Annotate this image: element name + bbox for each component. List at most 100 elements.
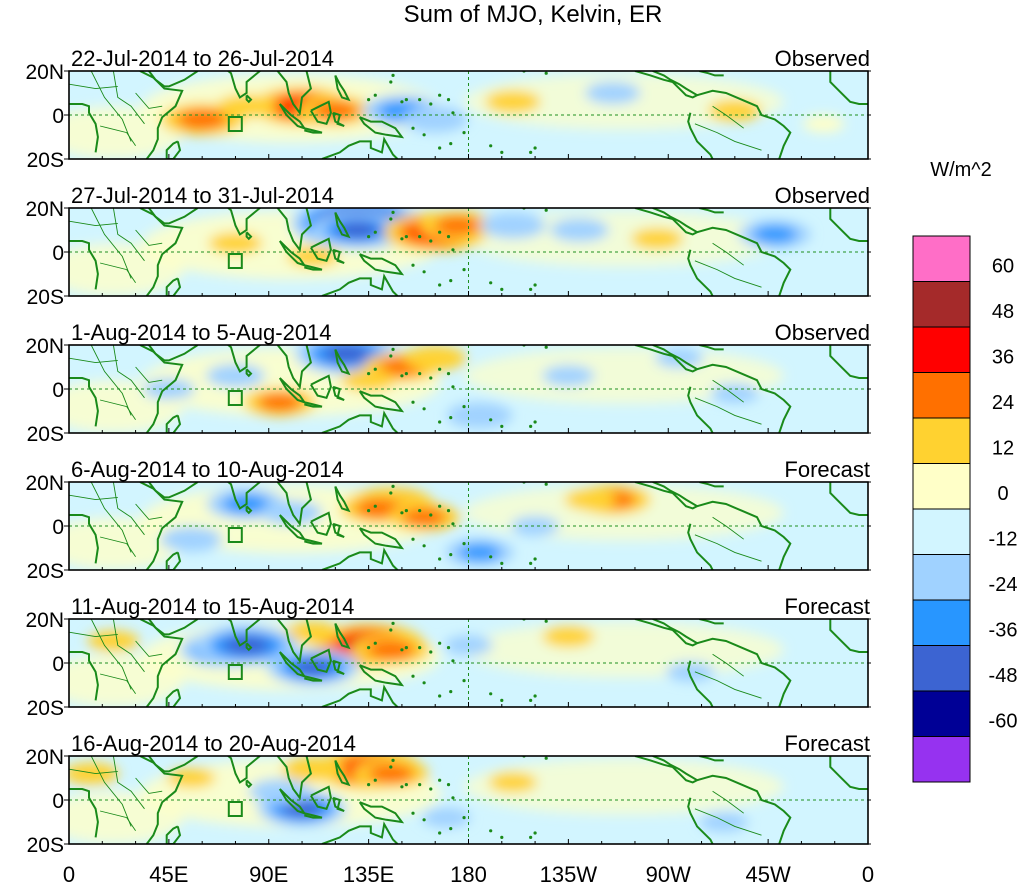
coastline <box>334 485 351 513</box>
island <box>489 144 493 148</box>
coastline <box>321 136 399 159</box>
island <box>462 405 466 409</box>
coastline <box>304 675 323 682</box>
island <box>462 816 466 820</box>
coastline <box>304 127 323 134</box>
y-tick-label: 0 <box>52 790 64 813</box>
island <box>404 646 408 650</box>
coastline <box>687 112 714 159</box>
island <box>418 783 422 787</box>
island <box>449 142 453 146</box>
y-tick-label: 0 <box>52 653 64 676</box>
data-blob-9 <box>422 807 471 828</box>
index-box <box>227 527 243 543</box>
country-border <box>99 125 136 147</box>
data-blob-9 <box>708 99 762 122</box>
data-blob-10 <box>510 516 560 536</box>
island <box>438 641 442 645</box>
coastline <box>276 756 313 801</box>
coastline <box>321 821 399 844</box>
coastline <box>699 482 724 488</box>
coastline <box>634 756 700 784</box>
data-blob-7 <box>259 500 322 526</box>
colorbar: W/m^2 60 48 36 24 12 0 -12 -24 -36 -48 -60 <box>912 159 1018 783</box>
island <box>451 248 455 252</box>
coastline <box>335 60 340 67</box>
colorbar-swatch-8 <box>912 554 971 601</box>
coastline <box>276 71 313 116</box>
colorbar-units: W/m^2 <box>930 159 992 181</box>
y-tick-label: 20S <box>27 697 64 720</box>
country-border <box>112 619 145 673</box>
island <box>438 230 442 234</box>
coastline <box>358 664 405 687</box>
country-border <box>90 71 132 142</box>
island <box>449 416 453 420</box>
island <box>400 648 404 652</box>
data-blob-7 <box>166 768 216 788</box>
coastlines <box>69 60 868 159</box>
country-border <box>90 345 132 416</box>
island <box>429 102 433 106</box>
data-blob-7 <box>142 378 195 400</box>
coastline <box>310 374 332 399</box>
colorbar-level-label: -12 <box>989 529 1018 551</box>
y-tick-label: 0 <box>52 105 64 128</box>
country-border <box>69 83 118 90</box>
country-border <box>90 756 132 827</box>
coastline <box>634 71 700 99</box>
coastlines <box>69 208 868 296</box>
island <box>411 674 415 678</box>
country-border <box>135 640 163 657</box>
data-blob-3 <box>285 621 341 644</box>
field-band <box>463 758 784 815</box>
coastline <box>69 788 99 838</box>
y-tick-label: 20S <box>27 149 64 172</box>
data-blob-8 <box>585 81 641 105</box>
colorbar-level-label: 24 <box>992 392 1014 414</box>
colorbar-swatch-3 <box>912 326 971 373</box>
colorbar-swatch-10 <box>912 645 971 692</box>
coastline <box>699 756 724 762</box>
data-blob-2 <box>366 640 416 660</box>
panel-date-range: 22-Jul-2014 to 26-Jul-2014 <box>71 46 334 71</box>
field-band <box>69 791 184 844</box>
coastline <box>634 208 700 236</box>
x-tick-label: 45E <box>149 862 188 887</box>
data-blob-4 <box>217 94 276 118</box>
island <box>533 557 537 561</box>
country-border <box>712 516 744 540</box>
data-blob-8 <box>488 772 538 793</box>
data-blob-3 <box>404 345 467 371</box>
data-blob-5 <box>248 778 311 804</box>
island <box>404 98 408 102</box>
data-blob-9 <box>542 365 595 387</box>
island <box>451 796 455 800</box>
country-border <box>69 768 118 775</box>
map-panel-3: 20N 0 20S 1-Aug-2014 to 5-Aug-2014 Observed <box>25 320 871 446</box>
coastline <box>829 756 868 790</box>
chart-title: Sum of MJO, Kelvin, ER <box>404 1 663 28</box>
coastline <box>696 500 792 570</box>
island <box>367 98 371 102</box>
island <box>418 98 422 102</box>
data-blob-5 <box>564 489 617 511</box>
y-tick-label: 20N <box>25 61 64 84</box>
coastline <box>321 410 399 433</box>
y-tick-label: 0 <box>52 242 64 265</box>
island <box>418 509 422 513</box>
panel-date-range: 1-Aug-2014 to 5-Aug-2014 <box>71 320 332 345</box>
island <box>446 235 451 239</box>
country-border <box>712 105 744 129</box>
coastline <box>165 551 182 570</box>
colorbar-swatch-12 <box>912 736 971 783</box>
island <box>373 230 377 234</box>
country-border <box>112 756 145 810</box>
coastline <box>687 386 714 433</box>
coastline <box>332 522 345 538</box>
map-panel-2: 20N 0 20S 27-Jul-2014 to 31-Jul-2014 Observe… <box>25 183 871 309</box>
data-blob-9 <box>458 543 501 561</box>
island <box>400 100 404 104</box>
x-tick-label: 90W <box>646 862 691 887</box>
coastline <box>226 482 263 510</box>
